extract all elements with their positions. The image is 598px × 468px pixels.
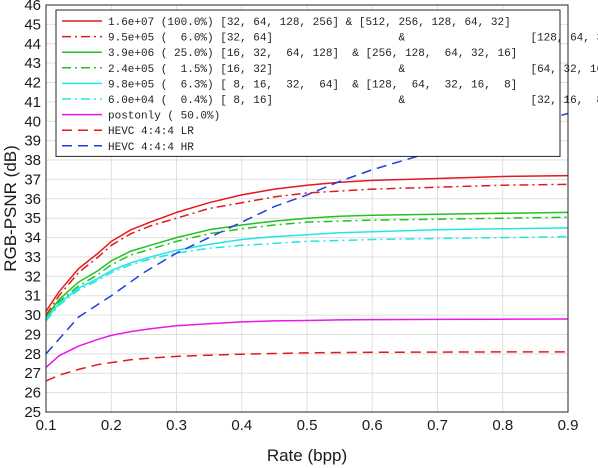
- y-tick-label: 33: [24, 249, 41, 266]
- plot-frame: [45, 4, 569, 413]
- x-tick-label: 0.5: [297, 417, 318, 434]
- series-line-2: [46, 211, 568, 318]
- y-tick-label: 43: [24, 55, 41, 72]
- y-tick-label: 26: [24, 385, 41, 402]
- x-tick-label: 0.6: [362, 417, 383, 434]
- y-tick-label: 41: [24, 94, 41, 111]
- y-tick-label: 37: [24, 171, 41, 188]
- series-line-4: [46, 227, 568, 320]
- y-tick-label: 38: [24, 152, 41, 169]
- series-line-5: [46, 235, 568, 322]
- series-lines: [46, 112, 568, 382]
- y-axis-label: RGB-PSNR (dB): [1, 145, 20, 272]
- legend-box: [55, 9, 561, 157]
- legend-label: postonly ( 50.0%): [108, 111, 220, 123]
- legend-label: 9.5e+05 ( 6.0%) [32, 64] & [128, 64, 32]: [108, 33, 598, 45]
- series-line-8: [46, 112, 568, 355]
- y-tick-label: 28: [24, 346, 41, 363]
- y-tick-label: 34: [24, 230, 41, 247]
- series-line-6: [46, 318, 568, 368]
- x-tick-label: 0.7: [427, 417, 448, 434]
- y-tick-label: 27: [24, 365, 41, 382]
- x-tick-label: 0.2: [101, 417, 122, 434]
- legend: 1.6e+07 (100.0%) [32, 64, 128, 256] & [5…: [55, 9, 598, 157]
- y-tick-label: 46: [24, 0, 41, 14]
- legend-label: 2.4e+05 ( 1.5%) [16, 32] & [64, 32, 16]: [108, 64, 598, 76]
- legend-label: HEVC 4:4:4 LR: [108, 126, 194, 138]
- legend-label: HEVC 4:4:4 HR: [108, 142, 194, 154]
- y-tick-label: 29: [24, 326, 41, 343]
- series-line-3: [46, 216, 568, 320]
- legend-label: 3.9e+06 ( 25.0%) [16, 32, 64, 128] & [25…: [108, 48, 517, 60]
- y-tick-label: 30: [24, 307, 41, 324]
- y-tick-label: 42: [24, 75, 41, 92]
- x-tick-label: 0.9: [558, 417, 579, 434]
- y-tick-label: 36: [24, 191, 41, 208]
- x-tick-label: 0.4: [231, 417, 252, 434]
- y-tick-label: 31: [24, 288, 41, 305]
- x-tick-label: 0.8: [492, 417, 513, 434]
- y-tick-label: 35: [24, 210, 41, 227]
- series-line-1: [46, 183, 568, 316]
- y-tick-label: 25: [24, 404, 41, 421]
- legend-label: 1.6e+07 (100.0%) [32, 64, 128, 256] & [5…: [108, 17, 511, 29]
- y-tick-label: 40: [24, 113, 41, 130]
- series-line-0: [46, 174, 568, 312]
- y-tick-label: 39: [24, 133, 41, 150]
- series-line-7: [46, 351, 568, 382]
- tick-labels: 0.1 0.2 0.3 0.4 0.5 0.6 0.7 0.8 0.9 25 26 27 28 29 30 3…: [24, 0, 578, 434]
- y-tick-label: 45: [24, 16, 41, 33]
- y-tick-label: 44: [24, 36, 41, 53]
- x-axis-label: Rate (bpp): [267, 446, 347, 465]
- x-tick-label: 0.3: [166, 417, 187, 434]
- x-tick-label: 0.1: [36, 417, 57, 434]
- legend-label: 6.0e+04 ( 0.4%) [ 8, 16] & [32, 16, 8]: [108, 95, 598, 107]
- y-tick-label: 32: [24, 268, 41, 285]
- legend-label: 9.8e+05 ( 6.3%) [ 8, 16, 32, 64] & [128,…: [108, 79, 517, 91]
